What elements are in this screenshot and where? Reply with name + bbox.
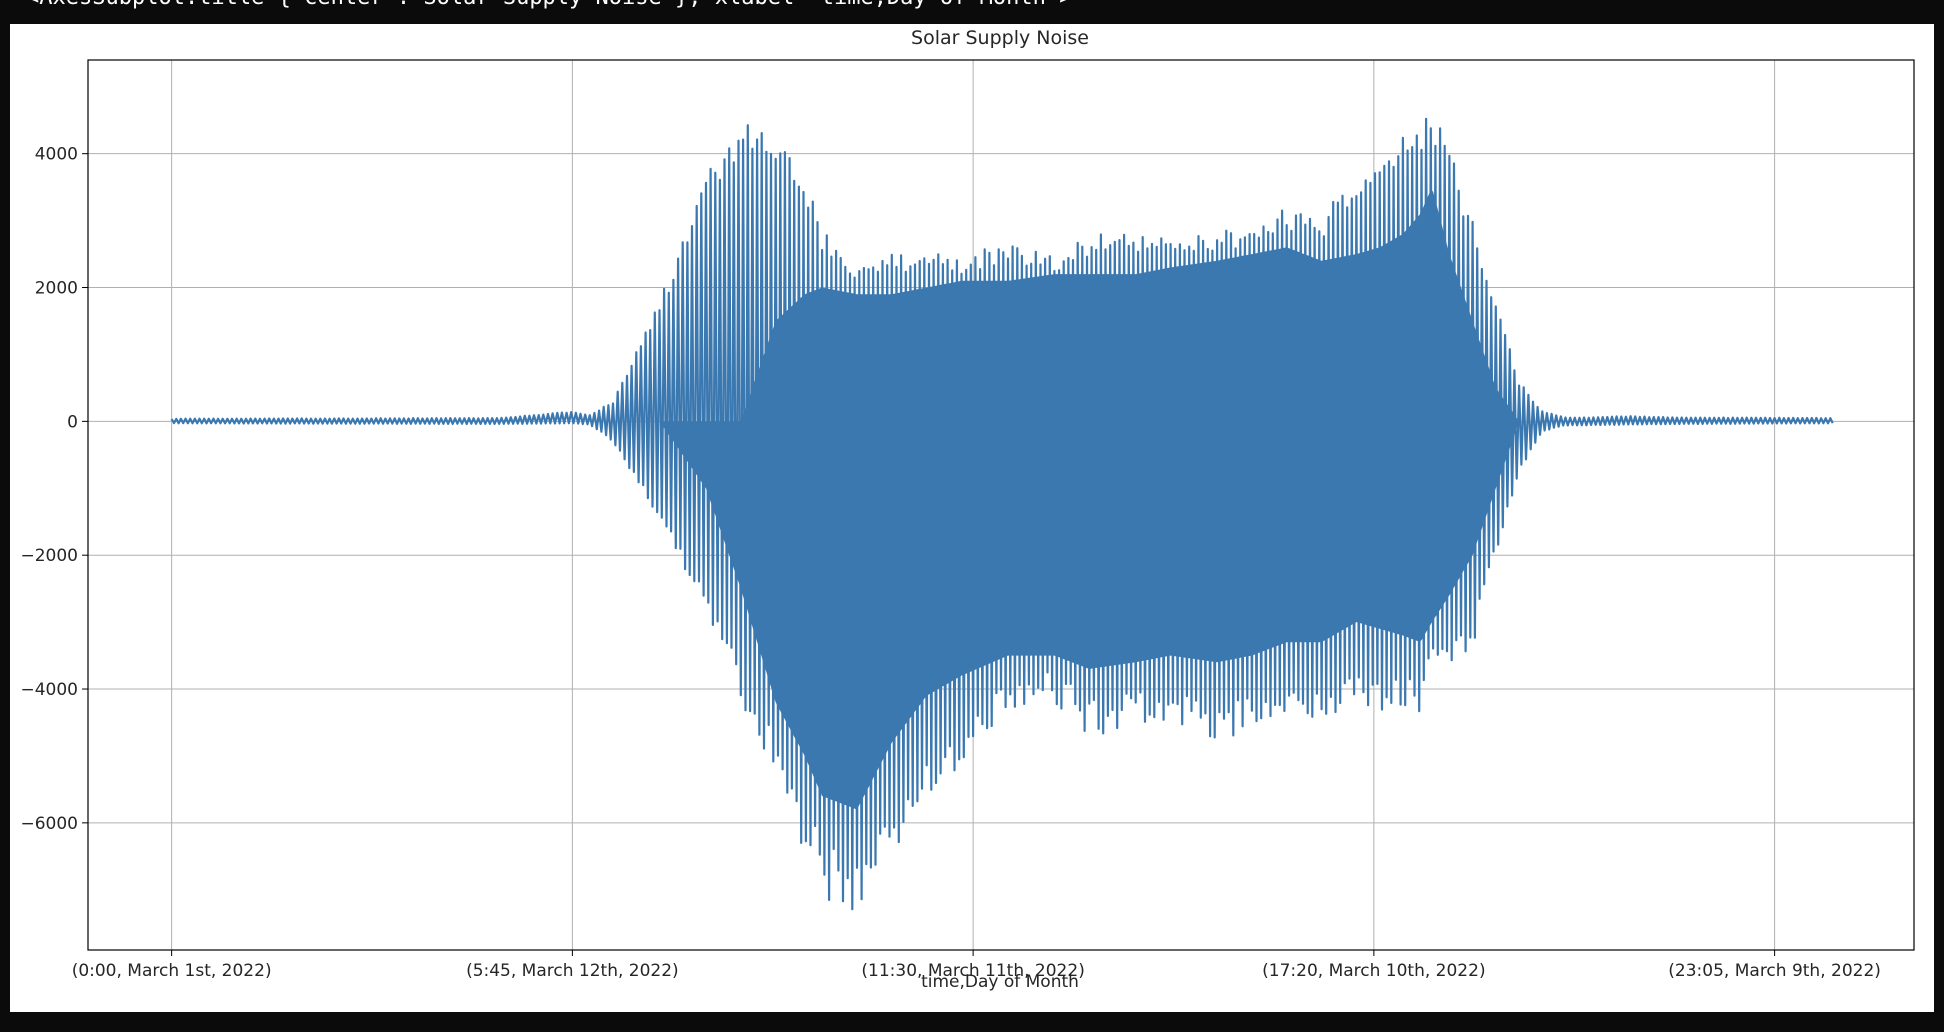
x-tick-label: (23:05, March 9th, 2022) — [1668, 961, 1881, 981]
x-tick-label: (0:00, March 1st, 2022) — [72, 961, 272, 981]
series-line — [170, 117, 1834, 911]
y-tick-label: 0 — [67, 412, 78, 432]
figure: −6000 −4000 −2000 0 2000 4000 (0:00, March 1st… — [10, 24, 1934, 1012]
chart-title: Solar Supply Noise — [911, 27, 1089, 49]
y-tick-label: −2000 — [20, 546, 78, 566]
cell-output-repr: <AxesSubplot:title={'center':'Solar Supp… — [0, 0, 1944, 24]
cell-output-repr-text: <AxesSubplot:title={'center':'Solar Supp… — [26, 0, 1072, 9]
ticks: −6000 −4000 −2000 0 2000 4000 (0:00, March 1st… — [20, 145, 1880, 981]
x-tick-label: (11:30, March 11th, 2022) — [861, 961, 1084, 981]
y-tick-label: 4000 — [35, 145, 78, 165]
y-tick-label: 2000 — [35, 279, 78, 299]
y-tick-label: −4000 — [20, 680, 78, 700]
chart: −6000 −4000 −2000 0 2000 4000 (0:00, March 1st… — [10, 24, 1934, 1012]
x-axis-label: time,Day of Month — [921, 972, 1079, 992]
series-solar-noise — [170, 117, 1834, 911]
axes-frame — [87, 59, 1915, 951]
y-tick-label: −6000 — [20, 814, 78, 834]
x-tick-label: (17:20, March 10th, 2022) — [1262, 961, 1485, 981]
x-tick-label: (5:45, March 12th, 2022) — [466, 961, 679, 981]
